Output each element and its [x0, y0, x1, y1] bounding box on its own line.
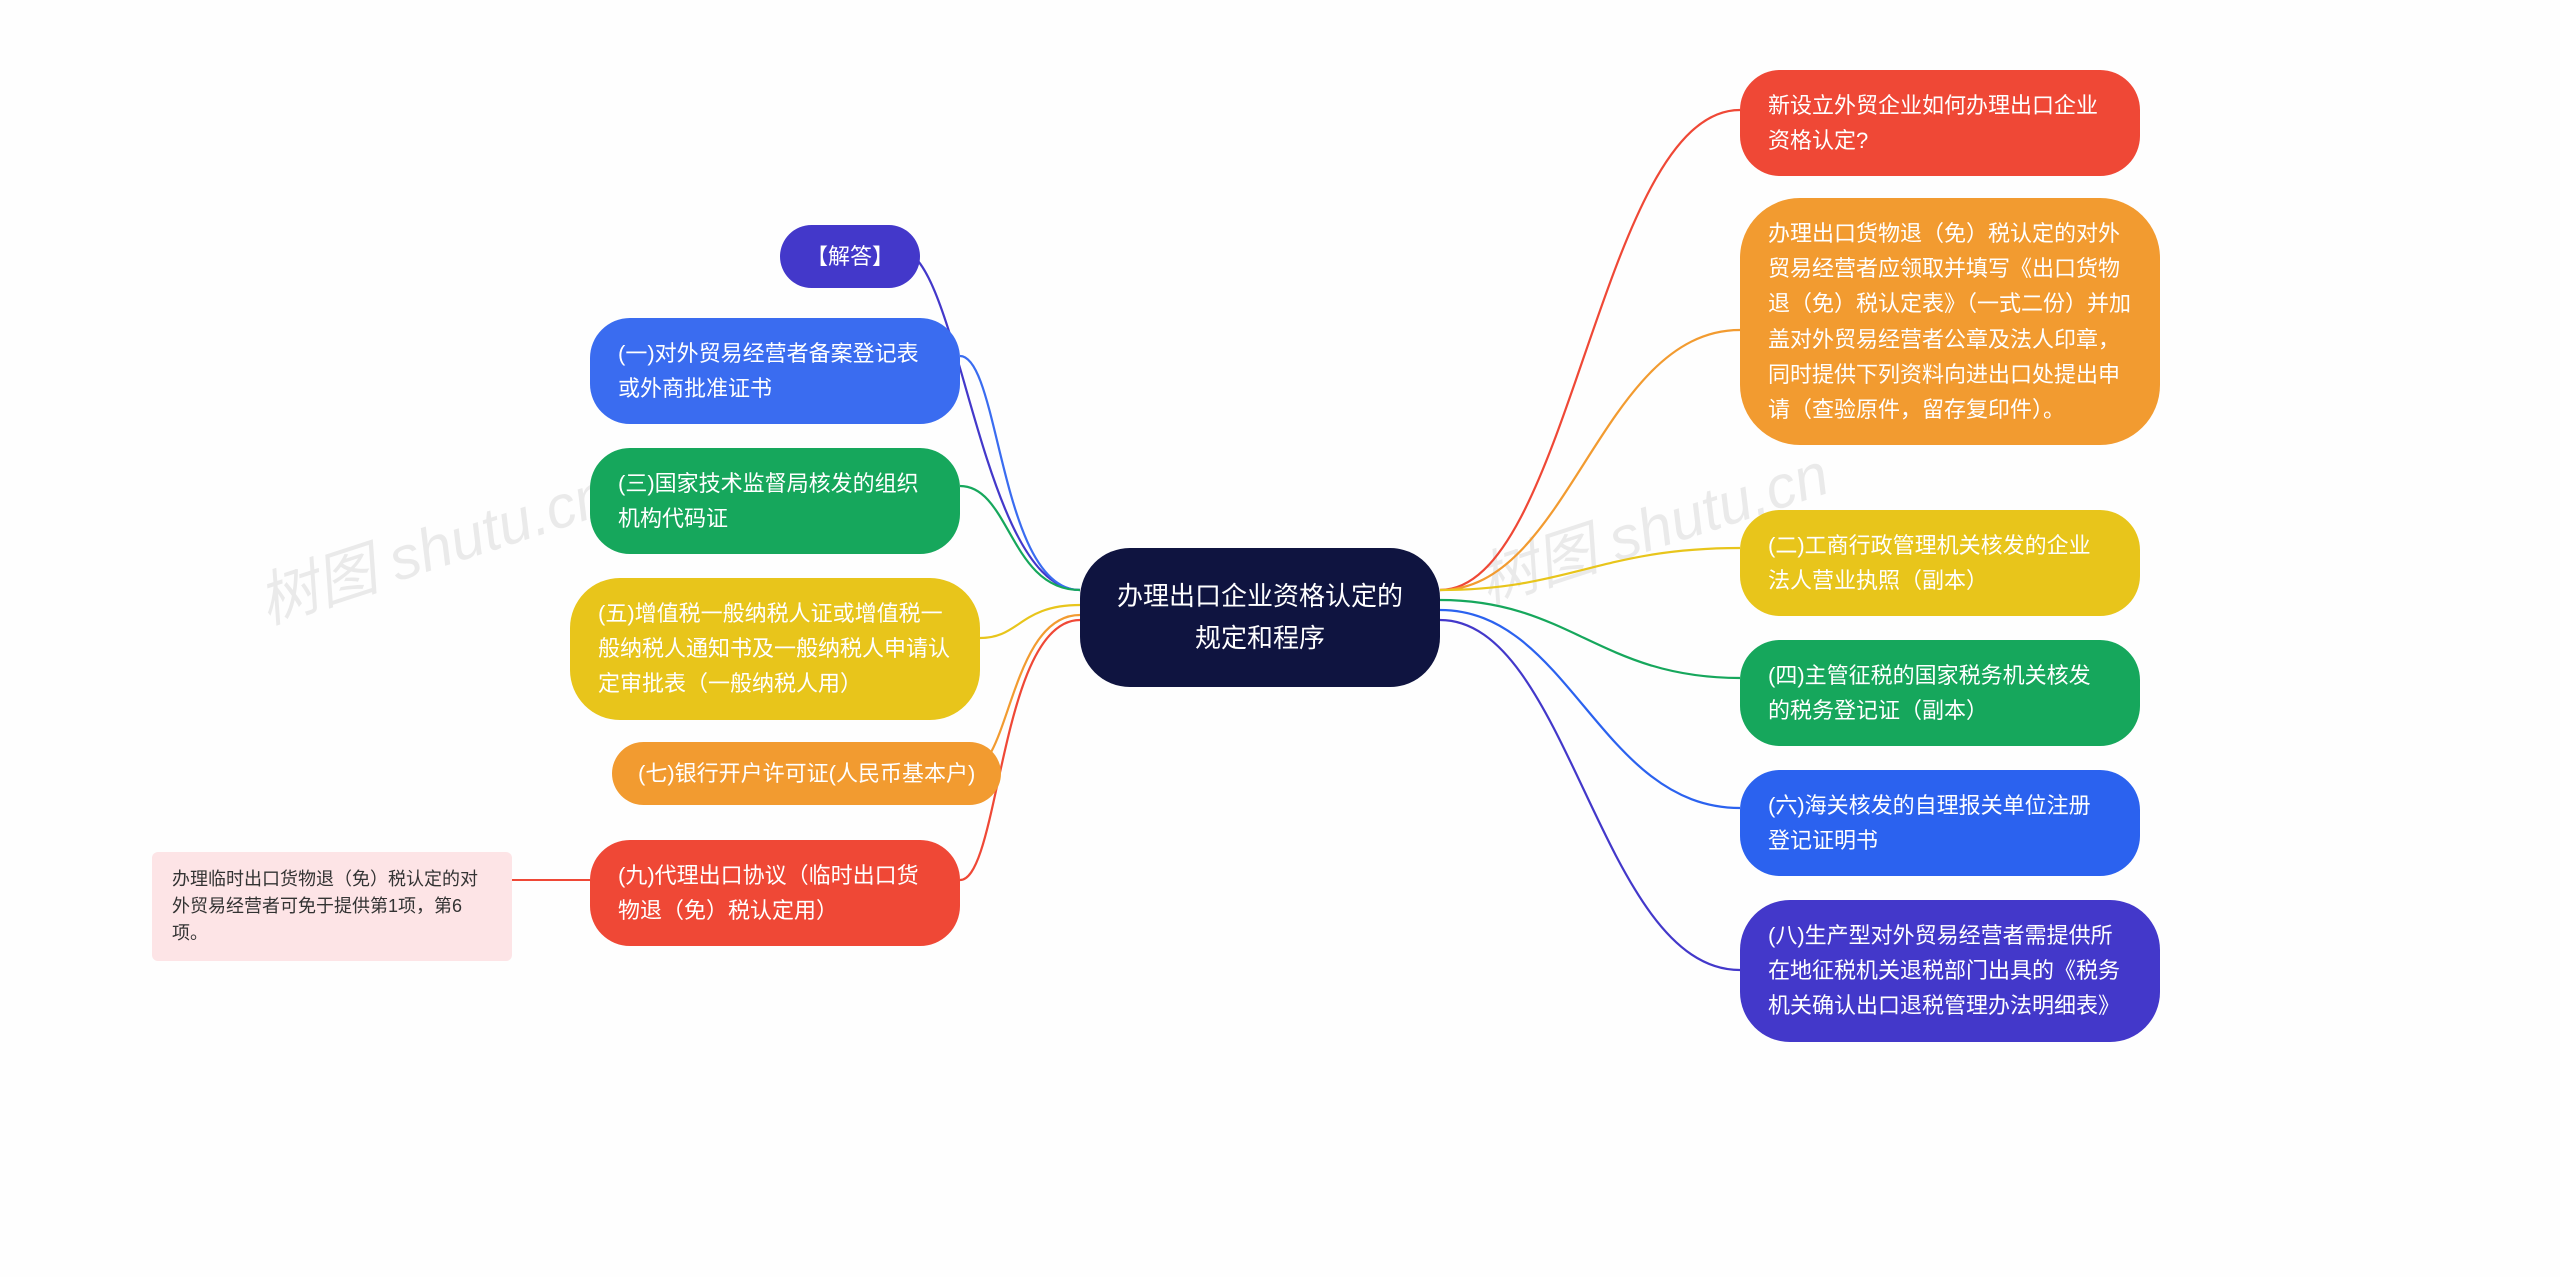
node-r2: 办理出口货物退（免）税认定的对外贸易经营者应领取并填写《出口货物退（免）税认定表…: [1740, 198, 2160, 445]
center-node: 办理出口企业资格认定的规定和程序: [1080, 548, 1440, 687]
sub-node-l6: 办理临时出口货物退（免）税认定的对外贸易经营者可免于提供第1项，第6项。: [152, 852, 512, 961]
edge: [1440, 330, 1740, 590]
edge: [1440, 600, 1740, 678]
node-r5: (六)海关核发的自理报关单位注册登记证明书: [1740, 770, 2140, 876]
node-l1: 【解答】: [780, 225, 920, 288]
edge: [1440, 548, 1740, 590]
node-l4: (五)增值税一般纳税人证或增值税一般纳税人通知书及一般纳税人申请认定审批表（一般…: [570, 578, 980, 720]
mindmap-canvas: 树图 shutu.cn 树图 shutu.cn 办理出口企业资格认定的规定和程序…: [0, 0, 2560, 1277]
node-l2: (一)对外贸易经营者备案登记表 或外商批准证书: [590, 318, 960, 424]
edge: [960, 356, 1080, 590]
node-l6: (九)代理出口协议（临时出口货物退（免）税认定用）: [590, 840, 960, 946]
node-l5: (七)银行开户许可证(人民币基本户): [612, 742, 1001, 805]
edge: [1440, 610, 1740, 808]
edge: [1440, 110, 1740, 590]
node-r1: 新设立外贸企业如何办理出口企业资格认定?: [1740, 70, 2140, 176]
edge: [980, 605, 1080, 638]
node-r6: (八)生产型对外贸易经营者需提供所在地征税机关退税部门出具的《税务机关确认出口退…: [1740, 900, 2160, 1042]
edge: [960, 486, 1080, 590]
node-r4: (四)主管征税的国家税务机关核发的税务登记证（副本）: [1740, 640, 2140, 746]
edge: [1440, 620, 1740, 970]
node-r3: (二)工商行政管理机关核发的企业法人营业执照（副本）: [1740, 510, 2140, 616]
watermark: 树图 shutu.cn: [245, 446, 618, 641]
node-l3: (三)国家技术监督局核发的组织机构代码证: [590, 448, 960, 554]
